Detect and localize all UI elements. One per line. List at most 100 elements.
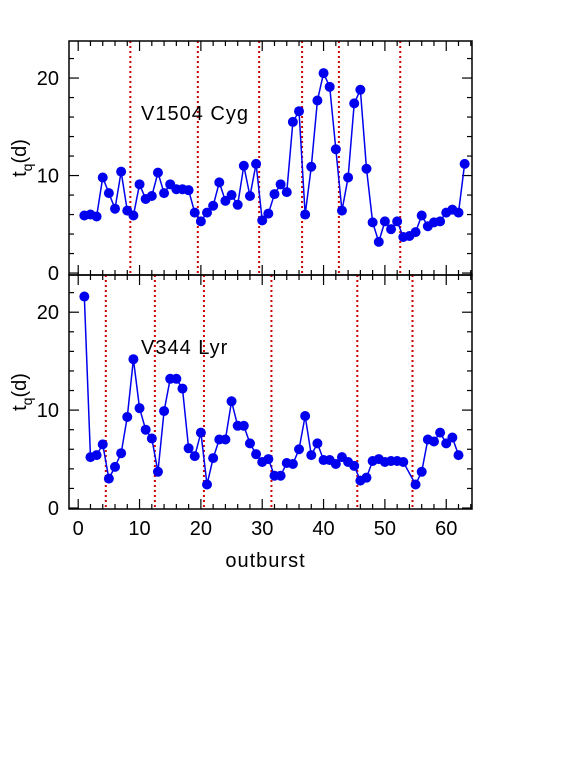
- data-point: [300, 410, 311, 421]
- data-point: [128, 210, 139, 221]
- data-point: [232, 199, 243, 210]
- y-label-rest: (d): [9, 139, 31, 163]
- panel: 0 10 20 0 10 20 30 40 50 60 outburst tq(d) V344 Lyr: [9, 274, 473, 572]
- data-point: [103, 188, 114, 199]
- data-point: [361, 472, 372, 483]
- data-point: [208, 200, 219, 211]
- data-point: [226, 190, 237, 201]
- data-point: [416, 210, 427, 221]
- data-point: [349, 460, 360, 471]
- data-point: [244, 191, 255, 202]
- data-point: [251, 158, 262, 169]
- data-point: [195, 216, 206, 227]
- data-point: [140, 424, 151, 435]
- data-point: [159, 188, 170, 199]
- x-tick-label: 30: [251, 518, 273, 540]
- y-label-sub: q: [19, 398, 35, 406]
- data-point: [269, 189, 280, 200]
- data-point: [386, 224, 397, 235]
- data-point: [361, 163, 372, 174]
- data-point: [459, 158, 470, 169]
- data-point: [281, 187, 292, 198]
- data-point: [373, 236, 384, 247]
- data-point: [134, 179, 145, 190]
- y-tick-label: 20: [37, 68, 59, 90]
- data-point: [453, 207, 464, 218]
- data-point: [355, 84, 366, 95]
- data-point: [330, 144, 341, 155]
- data-point: [343, 172, 354, 183]
- data-point: [251, 449, 262, 460]
- data-point: [146, 191, 157, 202]
- y-axis-label: tq(d): [9, 139, 35, 177]
- data-point: [294, 106, 305, 117]
- data-point: [189, 451, 200, 462]
- data-point: [202, 207, 213, 218]
- data-point: [110, 461, 121, 472]
- data-point: [103, 473, 114, 484]
- y-tick-label: 0: [48, 498, 59, 520]
- data-point: [263, 208, 274, 219]
- data-point: [208, 453, 219, 464]
- data-point: [312, 438, 323, 449]
- data-point: [244, 438, 255, 449]
- data-point: [116, 166, 127, 177]
- data-point: [453, 450, 464, 461]
- x-tick-label: 50: [374, 518, 396, 540]
- data-point: [398, 457, 409, 468]
- data-point: [367, 217, 378, 228]
- data-point: [128, 354, 139, 365]
- annotation: V344 Lyr: [141, 337, 228, 359]
- data-point: [410, 479, 421, 490]
- data-point: [287, 458, 298, 469]
- data-point: [318, 68, 329, 79]
- data-point: [416, 466, 427, 477]
- data-point: [183, 443, 194, 454]
- x-tick-label: 10: [128, 518, 150, 540]
- y-tick-label: 0: [48, 263, 59, 285]
- series-line: [84, 70, 466, 245]
- data-point: [238, 420, 249, 431]
- data-point: [220, 434, 231, 445]
- data-point: [330, 458, 341, 469]
- y-label-sub: q: [19, 164, 35, 172]
- plot-frame: [68, 274, 473, 510]
- data-point: [152, 167, 163, 178]
- data-point: [202, 479, 213, 490]
- x-tick-label: 60: [435, 518, 457, 540]
- data-point: [257, 215, 268, 226]
- data-point: [410, 227, 421, 238]
- data-point: [177, 383, 188, 394]
- y-tick-label: 20: [37, 302, 59, 324]
- data-point: [275, 179, 286, 190]
- data-point: [300, 209, 311, 220]
- data-point: [294, 444, 305, 455]
- data-point: [238, 160, 249, 171]
- data-point: [79, 291, 90, 302]
- y-axis-label: tq(d): [9, 373, 35, 411]
- data-point: [152, 466, 163, 477]
- data-point: [428, 436, 439, 447]
- data-point: [447, 432, 458, 443]
- y-tick-label: 10: [37, 400, 59, 422]
- data-point: [379, 216, 390, 227]
- data-point: [392, 216, 403, 227]
- data-point: [189, 207, 200, 218]
- x-axis-label: outburst: [225, 550, 305, 572]
- data-point: [226, 396, 237, 407]
- data-point: [116, 448, 127, 459]
- data-point: [263, 454, 274, 465]
- data-point: [146, 433, 157, 444]
- data-point: [312, 95, 323, 106]
- data-point: [287, 116, 298, 127]
- data-point: [435, 427, 446, 438]
- data-point: [97, 439, 108, 450]
- y-label-main: t: [9, 405, 31, 411]
- data-point: [275, 470, 286, 481]
- data-point: [306, 161, 317, 172]
- x-tick-label: 40: [312, 518, 334, 540]
- annotation: V1504 Cyg: [141, 103, 249, 125]
- data-point: [324, 81, 335, 92]
- data-point: [122, 411, 133, 422]
